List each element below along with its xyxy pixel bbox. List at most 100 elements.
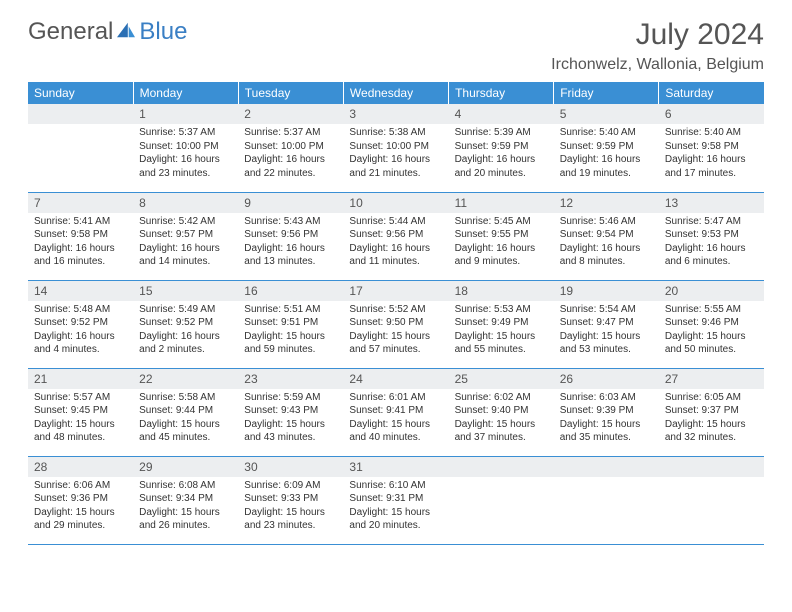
- daylight2-text: and 55 minutes.: [455, 343, 548, 357]
- day-details: Sunrise: 5:52 AMSunset: 9:50 PMDaylight:…: [343, 301, 448, 361]
- calendar-cell: 7Sunrise: 5:41 AMSunset: 9:58 PMDaylight…: [28, 192, 133, 280]
- sunset-text: Sunset: 9:53 PM: [665, 228, 758, 242]
- sunset-text: Sunset: 9:40 PM: [455, 404, 548, 418]
- calendar-cell: 16Sunrise: 5:51 AMSunset: 9:51 PMDayligh…: [238, 280, 343, 368]
- daylight2-text: and 16 minutes.: [34, 255, 127, 269]
- day-details: Sunrise: 5:40 AMSunset: 9:59 PMDaylight:…: [554, 124, 659, 184]
- sunset-text: Sunset: 9:47 PM: [560, 316, 653, 330]
- day-details: Sunrise: 5:39 AMSunset: 9:59 PMDaylight:…: [449, 124, 554, 184]
- sunset-text: Sunset: 10:00 PM: [349, 140, 442, 154]
- daylight2-text: and 29 minutes.: [34, 519, 127, 533]
- day-details: Sunrise: 5:57 AMSunset: 9:45 PMDaylight:…: [28, 389, 133, 449]
- calendar-cell: 27Sunrise: 6:05 AMSunset: 9:37 PMDayligh…: [659, 368, 764, 456]
- day-number: 26: [554, 369, 659, 389]
- day-number: 24: [343, 369, 448, 389]
- calendar-cell: 2Sunrise: 5:37 AMSunset: 10:00 PMDayligh…: [238, 104, 343, 192]
- sunset-text: Sunset: 9:56 PM: [244, 228, 337, 242]
- day-number: 29: [133, 457, 238, 477]
- day-details: Sunrise: 6:09 AMSunset: 9:33 PMDaylight:…: [238, 477, 343, 537]
- sunrise-text: Sunrise: 5:44 AM: [349, 215, 442, 229]
- calendar-cell: 11Sunrise: 5:45 AMSunset: 9:55 PMDayligh…: [449, 192, 554, 280]
- day-details: Sunrise: 6:10 AMSunset: 9:31 PMDaylight:…: [343, 477, 448, 537]
- day-details: Sunrise: 6:05 AMSunset: 9:37 PMDaylight:…: [659, 389, 764, 449]
- logo-text-1: General: [28, 18, 113, 46]
- sunset-text: Sunset: 9:39 PM: [560, 404, 653, 418]
- sunrise-text: Sunrise: 5:42 AM: [139, 215, 232, 229]
- sunrise-text: Sunrise: 5:52 AM: [349, 303, 442, 317]
- daylight1-text: Daylight: 16 hours: [349, 242, 442, 256]
- day-number: 14: [28, 281, 133, 301]
- calendar-row: 28Sunrise: 6:06 AMSunset: 9:36 PMDayligh…: [28, 456, 764, 544]
- sunset-text: Sunset: 9:59 PM: [560, 140, 653, 154]
- sunrise-text: Sunrise: 5:38 AM: [349, 126, 442, 140]
- calendar-cell: 14Sunrise: 5:48 AMSunset: 9:52 PMDayligh…: [28, 280, 133, 368]
- day-details: Sunrise: 5:45 AMSunset: 9:55 PMDaylight:…: [449, 213, 554, 273]
- calendar-cell: 26Sunrise: 6:03 AMSunset: 9:39 PMDayligh…: [554, 368, 659, 456]
- calendar-cell: [659, 456, 764, 544]
- weekday-header: Wednesday: [343, 82, 448, 104]
- calendar-cell: 5Sunrise: 5:40 AMSunset: 9:59 PMDaylight…: [554, 104, 659, 192]
- calendar-row: 1Sunrise: 5:37 AMSunset: 10:00 PMDayligh…: [28, 104, 764, 192]
- day-number: 20: [659, 281, 764, 301]
- day-details: Sunrise: 5:46 AMSunset: 9:54 PMDaylight:…: [554, 213, 659, 273]
- daylight2-text: and 9 minutes.: [455, 255, 548, 269]
- month-title: July 2024: [551, 18, 764, 52]
- calendar-head: SundayMondayTuesdayWednesdayThursdayFrid…: [28, 82, 764, 104]
- calendar-row: 14Sunrise: 5:48 AMSunset: 9:52 PMDayligh…: [28, 280, 764, 368]
- day-details: Sunrise: 6:01 AMSunset: 9:41 PMDaylight:…: [343, 389, 448, 449]
- sunset-text: Sunset: 9:37 PM: [665, 404, 758, 418]
- day-details: Sunrise: 5:58 AMSunset: 9:44 PMDaylight:…: [133, 389, 238, 449]
- sunrise-text: Sunrise: 6:09 AM: [244, 479, 337, 493]
- day-number: 8: [133, 193, 238, 213]
- sunset-text: Sunset: 9:59 PM: [455, 140, 548, 154]
- weekday-header: Monday: [133, 82, 238, 104]
- daylight1-text: Daylight: 16 hours: [560, 153, 653, 167]
- day-details: Sunrise: 5:48 AMSunset: 9:52 PMDaylight:…: [28, 301, 133, 361]
- calendar-cell: 8 Sunrise: 5:42 AMSunset: 9:57 PMDaylight…: [133, 192, 238, 280]
- daylight2-text: and 21 minutes.: [349, 167, 442, 181]
- logo-text-2: Blue: [139, 18, 187, 46]
- day-details: Sunrise: 5:37 AMSunset: 10:00 PMDaylight…: [238, 124, 343, 184]
- calendar-cell: 12Sunrise: 5:46 AMSunset: 9:54 PMDayligh…: [554, 192, 659, 280]
- daylight1-text: Daylight: 16 hours: [349, 153, 442, 167]
- day-number: 22: [133, 369, 238, 389]
- calendar-cell: 29Sunrise: 6:08 AMSunset: 9:34 PMDayligh…: [133, 456, 238, 544]
- calendar-cell: 20Sunrise: 5:55 AMSunset: 9:46 PMDayligh…: [659, 280, 764, 368]
- day-details: Sunrise: 5:44 AMSunset: 9:56 PMDaylight:…: [343, 213, 448, 273]
- day-number: 17: [343, 281, 448, 301]
- day-details: Sunrise: 5:59 AMSunset: 9:43 PMDaylight:…: [238, 389, 343, 449]
- sunrise-text: Sunrise: 5:48 AM: [34, 303, 127, 317]
- day-details: Sunrise: 5:49 AMSunset: 9:52 PMDaylight:…: [133, 301, 238, 361]
- day-details: Sunrise: 5:40 AMSunset: 9:58 PMDaylight:…: [659, 124, 764, 184]
- sunrise-text: Sunrise: 6:05 AM: [665, 391, 758, 405]
- daylight1-text: Daylight: 15 hours: [34, 418, 127, 432]
- weekday-header: Thursday: [449, 82, 554, 104]
- sunrise-text: Sunrise: 6:08 AM: [139, 479, 232, 493]
- sunrise-text: Sunrise: 5:58 AM: [139, 391, 232, 405]
- calendar-cell: 18Sunrise: 5:53 AMSunset: 9:49 PMDayligh…: [449, 280, 554, 368]
- calendar-cell: 24Sunrise: 6:01 AMSunset: 9:41 PMDayligh…: [343, 368, 448, 456]
- day-number: 10: [343, 193, 448, 213]
- day-details: Sunrise: 5:37 AMSunset: 10:00 PMDaylight…: [133, 124, 238, 184]
- sunrise-text: Sunrise: 5:40 AM: [560, 126, 653, 140]
- sunrise-text: Sunrise: 5:57 AM: [34, 391, 127, 405]
- location: Irchonwelz, Wallonia, Belgium: [551, 56, 764, 74]
- sunrise-text: Sunrise: 5:43 AM: [244, 215, 337, 229]
- daylight1-text: Daylight: 16 hours: [139, 242, 232, 256]
- sunset-text: Sunset: 10:00 PM: [244, 140, 337, 154]
- daylight2-text: and 20 minutes.: [349, 519, 442, 533]
- sunset-text: Sunset: 9:57 PM: [139, 228, 232, 242]
- sunset-text: Sunset: 9:31 PM: [349, 492, 442, 506]
- daylight1-text: Daylight: 16 hours: [455, 153, 548, 167]
- daylight2-text: and 13 minutes.: [244, 255, 337, 269]
- sunrise-text: Sunrise: 5:37 AM: [139, 126, 232, 140]
- day-number: [659, 457, 764, 477]
- day-number: 7: [28, 193, 133, 213]
- sunset-text: Sunset: 9:49 PM: [455, 316, 548, 330]
- daylight1-text: Daylight: 16 hours: [560, 242, 653, 256]
- daylight1-text: Daylight: 16 hours: [139, 330, 232, 344]
- daylight1-text: Daylight: 16 hours: [139, 153, 232, 167]
- calendar-cell: 19Sunrise: 5:54 AMSunset: 9:47 PMDayligh…: [554, 280, 659, 368]
- sunrise-text: Sunrise: 5:55 AM: [665, 303, 758, 317]
- sunset-text: Sunset: 9:50 PM: [349, 316, 442, 330]
